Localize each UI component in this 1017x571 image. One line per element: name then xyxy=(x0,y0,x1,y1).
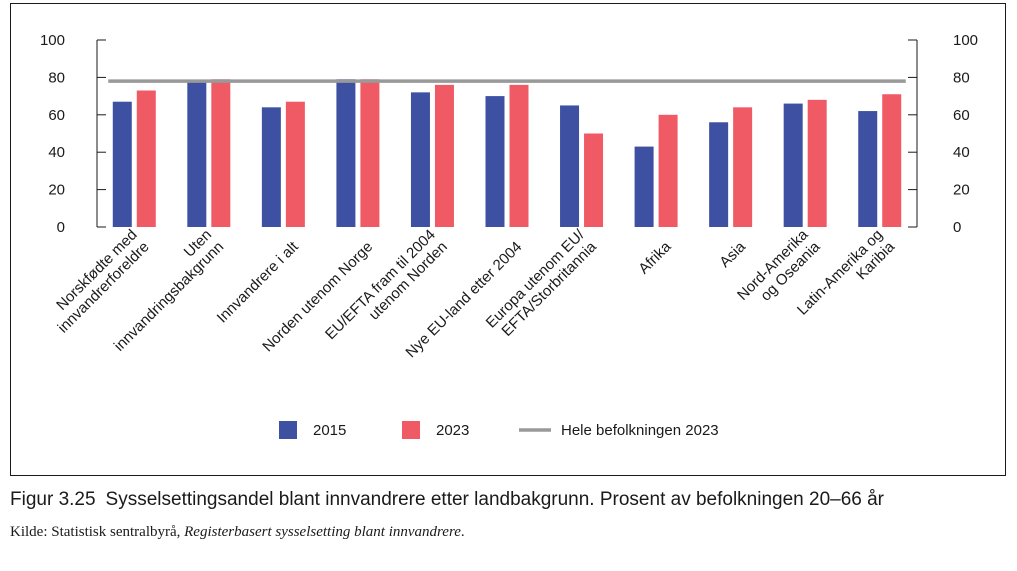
chart-frame: 0 0 20 20 40 40 60 60 80 80 100 100 Norskfødte med i… xyxy=(10,3,1006,476)
bar-2023-10 xyxy=(882,94,902,227)
y-tick-label-right: 20 xyxy=(953,182,970,199)
figure-source: Kilde: Statistisk sentralbyrå, Registerb… xyxy=(10,524,465,541)
source-suffix: . xyxy=(460,524,465,540)
figure-title: Figur 3.25 Sysselsettingsandel blant innv… xyxy=(10,489,884,511)
bar-2015-7 xyxy=(634,146,654,227)
category-label-line: Asia xyxy=(716,238,749,271)
y-tick-label-left: 40 xyxy=(48,144,65,161)
category-label-line: Afrika xyxy=(635,238,675,278)
bar-2023-1 xyxy=(211,79,231,228)
legend-label-2023: 2023 xyxy=(436,422,469,439)
y-tick-label-right: 0 xyxy=(953,219,961,236)
bar-2015-0 xyxy=(112,101,132,227)
figure-title-text: Sysselsettingsandel blant innvandrere et… xyxy=(105,489,885,510)
bar-chart: 0 0 20 20 40 40 60 60 80 80 100 100 Norskfødte medi… xyxy=(40,32,978,439)
bar-2023-0 xyxy=(136,90,156,228)
bar-2023-8 xyxy=(733,107,753,227)
bar-2023-7 xyxy=(658,114,678,227)
source-title: Registerbasert sysselsetting blant innva… xyxy=(184,524,461,540)
y-tick-label-left: 20 xyxy=(48,182,65,199)
bar-2023-3 xyxy=(360,79,380,228)
y-tick-label-left: 60 xyxy=(48,107,65,124)
source-prefix: Kilde: Statistisk sentralbyrå, xyxy=(10,524,185,540)
y-tick-label-left: 0 xyxy=(57,219,65,236)
legend-swatch-2015 xyxy=(279,421,297,439)
bar-2015-4 xyxy=(410,92,430,227)
legend-label-2015: 2015 xyxy=(313,422,346,439)
bar-2023-6 xyxy=(584,133,604,227)
bars xyxy=(112,79,902,228)
bar-2015-5 xyxy=(485,96,505,227)
bar-2015-9 xyxy=(783,103,803,227)
bar-2015-8 xyxy=(709,122,729,227)
bar-2015-3 xyxy=(336,79,356,228)
y-tick-label-left: 100 xyxy=(40,32,65,49)
y-tick-label-right: 80 xyxy=(953,69,970,86)
bar-2015-6 xyxy=(560,105,580,227)
legend: 2015 2023 Hele befolkningen 2023 xyxy=(279,421,719,439)
axes: 0 0 20 20 40 40 60 60 80 80 100 100 xyxy=(40,32,978,236)
bar-2023-9 xyxy=(807,99,827,227)
y-tick-label-right: 100 xyxy=(953,32,978,49)
bar-2023-5 xyxy=(509,84,529,227)
category-label-8: Asia xyxy=(716,238,749,271)
category-label-7: Afrika xyxy=(635,238,675,278)
bar-2023-2 xyxy=(285,101,305,227)
figure-number: Figur 3.25 xyxy=(10,489,96,510)
y-tick-label-right: 60 xyxy=(953,107,970,124)
bar-2015-10 xyxy=(858,111,878,227)
bar-2023-4 xyxy=(434,84,454,227)
legend-swatch-2023 xyxy=(402,421,420,439)
bar-2015-2 xyxy=(261,107,281,227)
legend-label-reference: Hele befolkningen 2023 xyxy=(561,422,719,439)
category-label-line: Europa utenom EU/ xyxy=(483,226,589,332)
bar-2015-1 xyxy=(187,81,207,227)
y-tick-label-right: 40 xyxy=(953,144,970,161)
category-label-6: Europa utenom EU/EFTA/Storbritannia xyxy=(483,226,601,340)
y-tick-label-left: 80 xyxy=(48,69,65,86)
